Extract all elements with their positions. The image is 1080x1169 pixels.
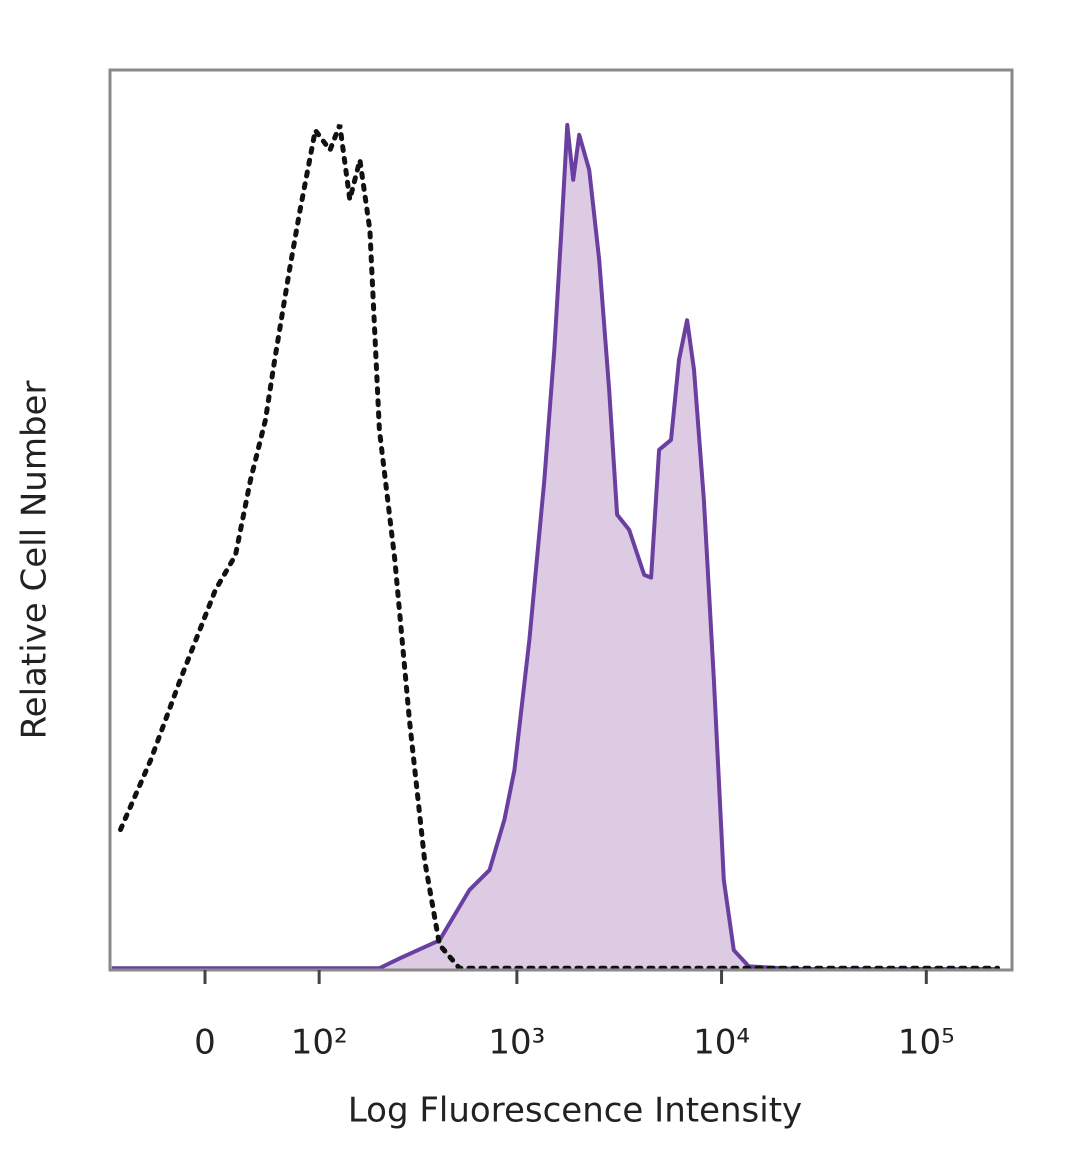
- x-tick-label: 10⁵: [898, 1023, 955, 1063]
- y-axis-label: Relative Cell Number: [15, 381, 55, 740]
- plot-frame: [108, 68, 1014, 972]
- histogram-line: [118, 123, 1001, 971]
- x-tick-label: 10²: [291, 1023, 348, 1063]
- histogram-fill: [111, 124, 998, 970]
- x-tick-label: 10⁴: [693, 1023, 750, 1063]
- x-axis-label: Log Fluorescence Intensity: [348, 1091, 802, 1131]
- histogram-line: [111, 122, 998, 972]
- x-tick-label: 0: [194, 1023, 216, 1063]
- x-tick-label: 10³: [488, 1023, 545, 1063]
